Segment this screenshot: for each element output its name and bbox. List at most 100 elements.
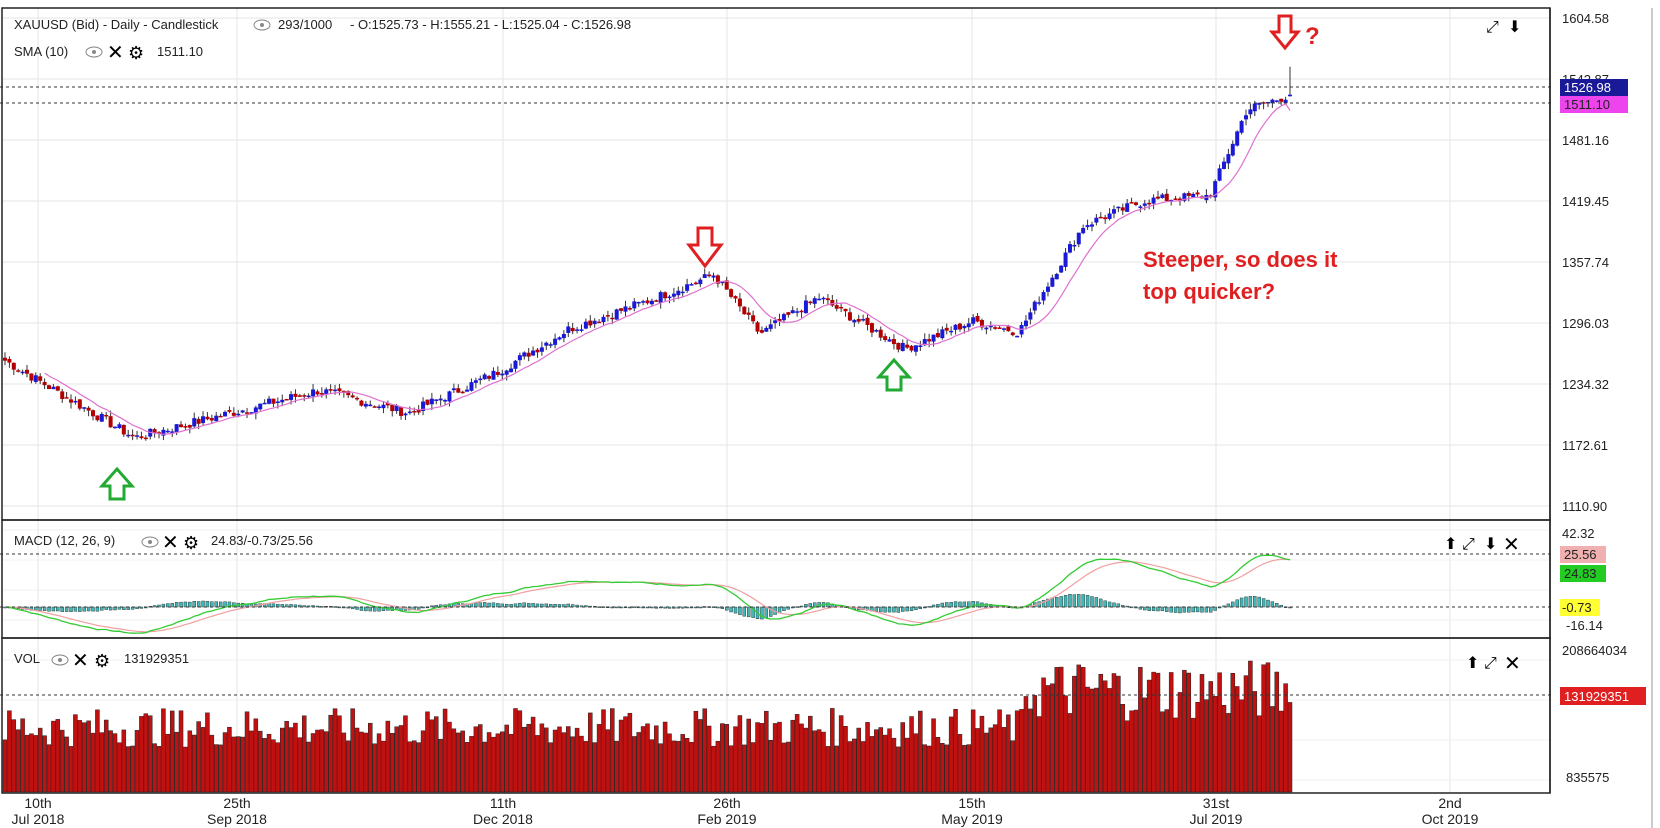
macd-hist-bar xyxy=(931,604,936,608)
candle-body xyxy=(513,360,518,369)
candle-body xyxy=(1226,154,1231,164)
candle-body xyxy=(117,424,122,429)
price-tick-label: 1110.90 xyxy=(1562,499,1607,514)
volume-bar xyxy=(390,733,395,793)
candle-body xyxy=(306,395,311,398)
volume-badge-text: 131929351 xyxy=(1564,689,1629,704)
expand-icon[interactable]: ⤢ xyxy=(1486,17,1499,36)
macd-close-icon[interactable]: ✕ xyxy=(162,530,179,554)
macd-hist-bar xyxy=(210,601,214,608)
candle-body xyxy=(333,389,338,392)
volume-bar xyxy=(904,737,910,793)
volume-bar xyxy=(746,718,751,793)
macd-panel-close-icon[interactable]: ✕ xyxy=(1503,532,1520,556)
candle-body xyxy=(610,317,615,320)
candle-body xyxy=(1059,265,1064,273)
macd-hist-bar xyxy=(214,601,218,608)
volume-eye-icon[interactable] xyxy=(51,654,69,666)
candle-body xyxy=(319,393,324,395)
volume-bar xyxy=(786,741,791,793)
volume-bar xyxy=(1265,662,1271,793)
macd-hist-bar xyxy=(166,603,170,608)
candle-body xyxy=(632,301,637,309)
macd-hist-bar xyxy=(1279,604,1283,608)
macd-move-down-icon[interactable]: ⬇ xyxy=(1484,534,1497,553)
macd-hist-bar xyxy=(82,606,86,612)
candle-body xyxy=(275,401,280,404)
candle-body xyxy=(346,390,351,396)
macd-hist-bar xyxy=(632,606,636,609)
macd-hist-bar xyxy=(518,602,522,608)
macd-hist-bar xyxy=(799,605,804,608)
volume-move-up-icon[interactable]: ⬆ xyxy=(1466,653,1479,672)
candle-body xyxy=(1032,301,1037,311)
candle-body xyxy=(883,336,888,340)
volume-bar xyxy=(1133,709,1139,793)
volume-bar xyxy=(759,723,765,793)
volume-bar xyxy=(530,716,536,793)
volume-bar xyxy=(896,746,901,793)
volume-bar xyxy=(59,729,65,793)
volume-close-icon[interactable]: ✕ xyxy=(72,648,89,672)
candle-body xyxy=(1094,217,1099,223)
candle-body xyxy=(3,357,7,361)
volume-bar xyxy=(918,710,923,793)
candle-body xyxy=(795,311,800,313)
sma-close-icon[interactable]: ✕ xyxy=(107,40,124,64)
volume-bar xyxy=(244,711,250,793)
visibility-eye-icon[interactable] xyxy=(253,19,271,31)
volume-bar xyxy=(742,744,747,793)
candle-body xyxy=(909,345,914,351)
macd-gear-icon[interactable]: ⚙ xyxy=(183,533,199,554)
volume-bar xyxy=(728,745,734,793)
macd-hist-bar xyxy=(1151,606,1156,611)
sma-price-badge xyxy=(1560,96,1628,113)
candle-body xyxy=(403,413,408,416)
candle-body xyxy=(293,393,298,397)
macd-line-badge xyxy=(1560,565,1606,582)
volume-bar xyxy=(33,735,39,793)
candle-body xyxy=(363,403,368,407)
candle-body xyxy=(1006,326,1011,332)
sma-eye-icon[interactable] xyxy=(85,46,103,58)
candle-body xyxy=(689,284,694,286)
sma-gear-icon[interactable]: ⚙ xyxy=(128,43,144,64)
candle-body xyxy=(764,327,769,332)
candle-body xyxy=(82,407,87,409)
candle-body xyxy=(821,297,826,300)
volume-bar xyxy=(1032,695,1038,793)
volume-bar xyxy=(869,736,875,793)
macd-hist-bar xyxy=(78,606,82,612)
macd-move-up-icon[interactable]: ⬆ xyxy=(1444,534,1457,553)
volume-bar xyxy=(504,724,509,793)
candle-body xyxy=(443,400,448,402)
candle-body xyxy=(962,325,967,329)
macd-expand-icon[interactable]: ⤢ xyxy=(1462,534,1475,553)
volume-bar xyxy=(20,718,25,793)
candle-body xyxy=(7,359,12,363)
candle-body xyxy=(473,380,478,383)
candle-body xyxy=(1252,103,1257,112)
date-tick-month: Jul 2018 xyxy=(12,811,65,827)
macd-hist-bar xyxy=(1173,606,1178,613)
candle-body xyxy=(165,430,170,433)
volume-bar xyxy=(557,726,562,793)
macd-hist-bar xyxy=(73,606,78,612)
volume-bar xyxy=(191,734,197,793)
volume-bar xyxy=(680,734,685,793)
macd-hist-bar xyxy=(1270,601,1275,608)
candle-body xyxy=(377,406,382,408)
volume-bar xyxy=(143,713,149,793)
volume-panel-close-icon[interactable]: ✕ xyxy=(1504,651,1521,675)
volume-bar xyxy=(627,712,633,793)
volume-bars xyxy=(2,660,1293,793)
up-arrow-apr-2019 xyxy=(875,357,913,392)
macd-hist-bar xyxy=(350,606,355,610)
candle-body xyxy=(69,399,74,403)
candle-body xyxy=(517,355,522,361)
volume-expand-icon[interactable]: ⤢ xyxy=(1484,653,1497,672)
volume-gear-icon[interactable]: ⚙ xyxy=(94,651,110,672)
macd-eye-icon[interactable] xyxy=(141,536,159,548)
move-down-icon[interactable]: ⬇ xyxy=(1508,17,1521,36)
